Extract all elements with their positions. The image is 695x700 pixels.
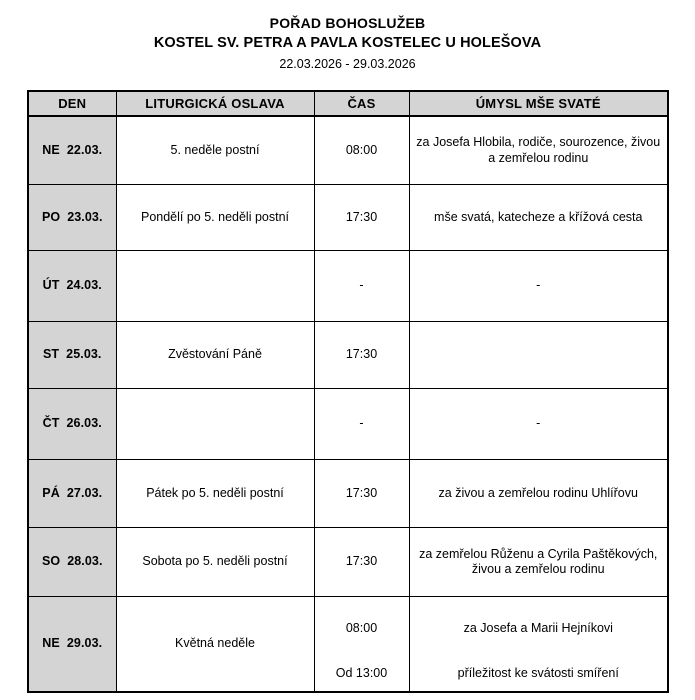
page-title: POŘAD BOHOSLUŽEB (269, 15, 426, 31)
celebration-cell: Zvěstování Páně (115, 321, 315, 389)
table-row: NE 29.03. Květná neděle 08:00 Od 13:00 za… (27, 596, 669, 693)
time-cell: 17:30 (313, 321, 410, 389)
celebration-cell: Sobota po 5. neděli postní (115, 527, 315, 597)
intention-cell (408, 321, 669, 389)
celebration-cell: 5. neděle postní (115, 115, 315, 185)
day-cell: NE 29.03. (27, 596, 117, 693)
intention-primary: za Josefa a Marii Hejníkovi (463, 621, 613, 635)
intention-cell: za živou a zemřelou rodinu Uhlířovu (408, 459, 669, 528)
day-cell: PÁ 27.03. (27, 459, 117, 528)
mass-schedule-table: DEN LITURGICKÁ OSLAVA ČAS ÚMYSL MŠE SVAT… (27, 90, 669, 693)
day-cell: PO 23.03. (27, 184, 117, 251)
table-row: SO 28.03. Sobota po 5. neděli postní 17:3… (27, 527, 669, 597)
table-row: PÁ 27.03. Pátek po 5. neděli postní 17:30… (27, 459, 669, 528)
day-date: 26.03. (66, 416, 102, 431)
intention-secondary: příležitost ke svátosti smíření (457, 666, 619, 680)
time-cell: 17:30 (313, 527, 410, 597)
table-row: ČT 26.03. - - (27, 388, 669, 460)
intention-cell: - (408, 388, 669, 460)
day-of-week: ST (42, 347, 60, 362)
schedule-table-wrapper: DEN LITURGICKÁ OSLAVA ČAS ÚMYSL MŠE SVAT… (27, 90, 669, 693)
time-cell: 08:00 Od 13:00 (313, 596, 410, 693)
day-cell: SO 28.03. (27, 527, 117, 597)
day-of-week: PO (41, 209, 61, 224)
table-header: DEN LITURGICKÁ OSLAVA ČAS ÚMYSL MŠE SVAT… (27, 90, 669, 117)
day-of-week: NE (42, 142, 60, 157)
time-stack: 08:00 Od 13:00 (319, 603, 405, 685)
column-header-umysl: ÚMYSL MŠE SVATÉ (408, 90, 669, 117)
parish-church-name: KOSTEL SV. PETRA A PAVLA KOSTELEC U HOLE… (153, 35, 542, 51)
time-cell: - (313, 250, 410, 322)
column-header-oslava: LITURGICKÁ OSLAVA (115, 90, 315, 117)
column-header-cas: ČAS (313, 90, 410, 117)
day-of-week: ÚT (42, 278, 60, 293)
intention-stack: za Josefa a Marii Hejníkovi příležitost … (414, 603, 664, 685)
time-cell: 17:30 (313, 184, 410, 251)
day-of-week: PÁ (42, 485, 60, 500)
document-title-block: POŘAD BOHOSLUŽEB KOSTEL SV. PETRA A PAVL… (0, 0, 695, 74)
day-of-week: ČT (42, 416, 60, 431)
day-date: 28.03. (67, 554, 103, 569)
celebration-cell (115, 388, 315, 460)
day-cell: ÚT 24.03. (27, 250, 117, 322)
intention-cell: - (408, 250, 669, 322)
intention-cell: za Josefa a Marii Hejníkovi příležitost … (408, 596, 669, 693)
day-date: 22.03. (66, 142, 103, 157)
celebration-cell: Květná neděle (115, 596, 315, 693)
day-date: 25.03. (66, 347, 102, 362)
table-row: PO 23.03. Pondělí po 5. neděli postní 17:… (27, 184, 669, 251)
table-row: ÚT 24.03. - - (27, 250, 669, 322)
table-row: ST 25.03. Zvěstování Páně 17:30 (27, 321, 669, 389)
celebration-cell: Pátek po 5. neděli postní (115, 459, 315, 528)
day-cell: NE 22.03. (27, 115, 117, 185)
time-primary: 08:00 (345, 621, 378, 635)
day-date: 23.03. (67, 209, 103, 224)
table-row: NE 22.03. 5. neděle postní 08:00 za Josef… (27, 115, 669, 185)
day-cell: ST 25.03. (27, 321, 117, 389)
time-secondary: Od 13:00 (335, 666, 388, 680)
time-cell: 17:30 (313, 459, 410, 528)
day-of-week: NE (42, 636, 60, 651)
intention-cell: mše svatá, katecheze a křížová cesta (408, 184, 669, 251)
day-date: 24.03. (66, 278, 102, 293)
date-range: 22.03.2026 - 29.03.2026 (279, 57, 416, 71)
celebration-cell: Pondělí po 5. neděli postní (115, 184, 315, 251)
table-body: NE 22.03. 5. neděle postní 08:00 za Josef… (27, 115, 669, 693)
column-header-den: DEN (27, 90, 117, 117)
day-cell: ČT 26.03. (27, 388, 117, 460)
day-of-week: SO (41, 554, 61, 569)
time-cell: - (313, 388, 410, 460)
time-cell: 08:00 (313, 115, 410, 185)
intention-cell: za zemřelou Růženu a Cyrila Paštěkových,… (408, 527, 669, 597)
intention-cell: za Josefa Hlobila, rodiče, sourozence, ž… (408, 115, 669, 185)
day-date: 29.03. (66, 636, 103, 651)
table-header-row: DEN LITURGICKÁ OSLAVA ČAS ÚMYSL MŠE SVAT… (27, 90, 669, 117)
celebration-cell (115, 250, 315, 322)
day-date: 27.03. (66, 485, 103, 500)
